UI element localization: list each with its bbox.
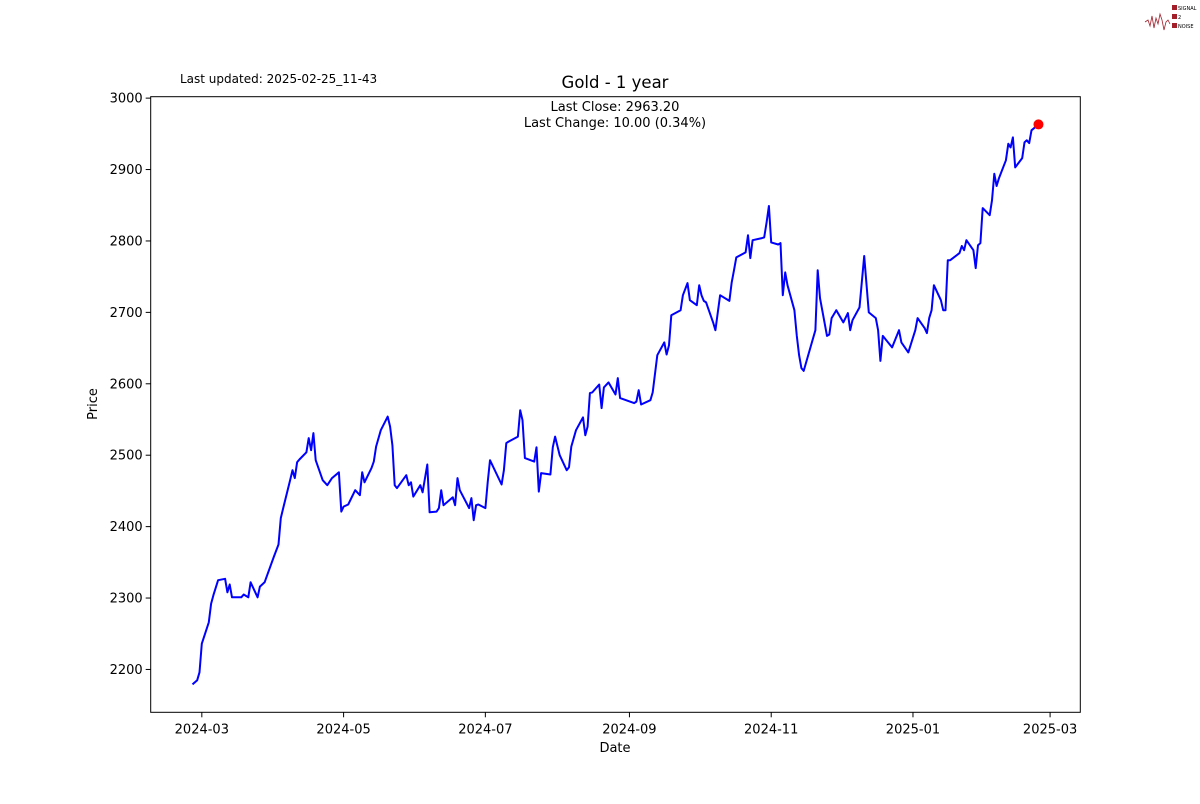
x-tick-label: 2024-03 (175, 722, 229, 737)
y-tick-label: 2700 (110, 306, 143, 321)
logo-text-signal: SIGNAL (1178, 6, 1197, 12)
x-tick-label: 2025-03 (1023, 722, 1077, 737)
signal-2-noise-logo: SIGNAL 2 NOISE (1144, 5, 1197, 31)
y-tick-label: 2300 (110, 592, 143, 607)
chart-title: Gold - 1 year (562, 73, 669, 92)
y-axis-label: Price (86, 388, 101, 420)
logo-waveform (1144, 12, 1171, 31)
last-close-marker (1033, 119, 1044, 130)
x-tick-label: 2025-01 (886, 722, 940, 737)
x-tick-label: 2024-07 (458, 722, 512, 737)
y-tick-label: 2800 (110, 234, 143, 249)
plot-area-frame (150, 96, 1081, 713)
price-series-line (191, 123, 1040, 686)
logo-text-2: 2 (1178, 15, 1181, 21)
y-tick-label: 2600 (110, 377, 143, 392)
x-axis-ticks: 2024-03 2024-05 2024-07 2024-09 2024-11 2025-… (175, 712, 1077, 737)
y-tick-label: 2500 (110, 449, 143, 464)
y-axis-ticks: 2200 2300 2400 2500 2600 2700 2800 2900 3000 (110, 92, 151, 678)
x-tick-label: 2024-11 (744, 722, 798, 737)
last-change-annotation: Last Change: 10.00 (0.34%) (524, 116, 706, 131)
last-close-annotation: Last Close: 2963.20 (551, 100, 680, 115)
y-tick-label: 2900 (110, 163, 143, 178)
logo-box (1172, 5, 1177, 10)
logo-box (1172, 23, 1177, 28)
x-axis-label: Date (599, 741, 630, 756)
last-updated-label: Last updated: 2025-02-25_11-43 (180, 72, 377, 86)
x-tick-label: 2024-05 (316, 722, 370, 737)
x-tick-label: 2024-09 (602, 722, 656, 737)
logo-box (1172, 14, 1177, 19)
y-tick-label: 2200 (110, 663, 143, 678)
y-tick-label: 3000 (110, 92, 143, 107)
logo-text-noise: NOISE (1178, 24, 1193, 30)
y-tick-label: 2400 (110, 520, 143, 535)
